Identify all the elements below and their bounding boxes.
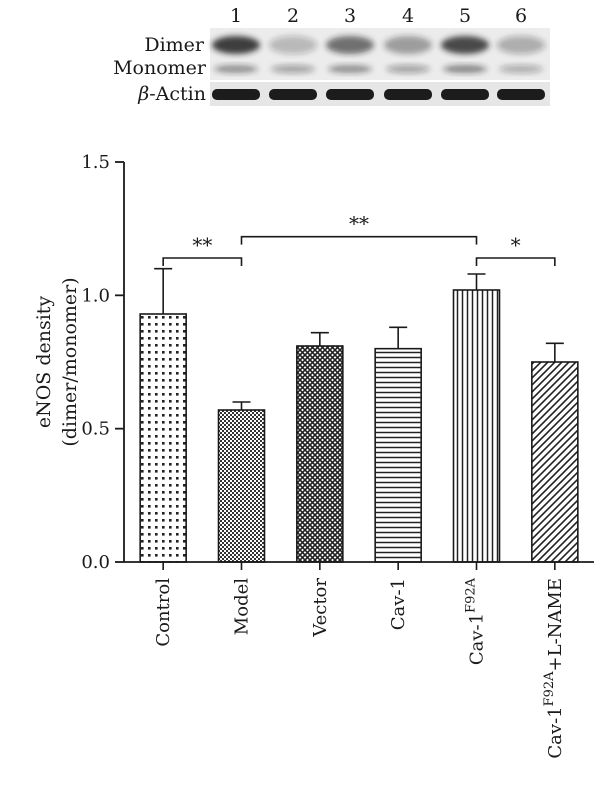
actin-band xyxy=(441,89,489,100)
blot-bands xyxy=(212,36,545,73)
actin-band xyxy=(497,89,545,100)
bars xyxy=(139,289,579,563)
lane-number: 3 xyxy=(344,5,356,27)
x-category-label: Cav-1F92A xyxy=(464,577,488,665)
error-bars xyxy=(154,267,564,410)
lane-number: 1 xyxy=(230,5,242,27)
blot-label-dimer: Dimer xyxy=(144,34,205,56)
error-bar xyxy=(154,267,173,314)
x-category-suffix: +L-NAME xyxy=(545,578,566,671)
bar xyxy=(374,347,422,563)
significance-bracket: * xyxy=(475,233,556,266)
x-category-superscript: F92A xyxy=(542,671,557,707)
bracket-line xyxy=(162,257,243,266)
dimer-band xyxy=(212,36,260,54)
monomer-band xyxy=(443,65,487,73)
y-tick-label: 1.5 xyxy=(81,152,110,173)
monomer-band xyxy=(386,65,430,73)
y-axis-label-line2: (dimer/monomer) xyxy=(59,277,81,446)
significance-label: * xyxy=(511,233,521,257)
x-category-label: Control xyxy=(153,578,174,647)
x-category-text: Cav-1 xyxy=(467,613,488,665)
bar xyxy=(296,345,344,563)
error-bar xyxy=(310,331,329,346)
bar xyxy=(139,313,187,563)
lane-number: 6 xyxy=(515,5,527,27)
dimer-band xyxy=(384,36,432,54)
actin-band xyxy=(326,89,374,100)
x-category-text: Control xyxy=(153,578,174,647)
significance-bracket: ** xyxy=(162,233,243,266)
monomer-band xyxy=(214,65,258,73)
x-category-labels: Control Model Vector Cav-1Cav-1F92ACav-1F92… xyxy=(153,562,566,759)
lane-numbers: 1 2 3 4 5 6 xyxy=(230,5,527,27)
monomer-band xyxy=(499,65,543,73)
bar xyxy=(531,361,579,563)
error-bar xyxy=(389,326,408,349)
western-blot: 1 2 3 4 5 6 Dimer Monomer β-Actin xyxy=(113,5,550,106)
lane-number: 2 xyxy=(287,5,299,27)
lane-number: 4 xyxy=(402,5,414,27)
bar xyxy=(217,409,266,563)
actin-band xyxy=(212,89,260,100)
monomer-band xyxy=(328,65,372,73)
x-category-text: Cav-1 xyxy=(545,706,566,758)
bar xyxy=(452,289,501,563)
significance-label: ** xyxy=(192,233,212,257)
blot-actin-strip xyxy=(210,82,550,106)
actin-bands xyxy=(212,89,545,100)
y-tick-label: 0.0 xyxy=(81,552,110,573)
lane-number: 5 xyxy=(459,5,471,27)
blot-label-monomer: Monomer xyxy=(113,57,207,79)
x-category-text: Model xyxy=(232,578,253,635)
y-axis-label-line1: eNOS density xyxy=(33,296,55,429)
x-category-label: Cav-1F92A+L-NAME xyxy=(542,578,566,759)
dimer-band xyxy=(326,36,374,54)
y-ticks: 0.0 0.5 1.0 1.5 xyxy=(81,152,124,573)
significance-label: ** xyxy=(349,212,369,236)
bar-chart: ***** 0.00.51.01.5 Control Model Vector Cav… xyxy=(33,152,594,759)
actin-band xyxy=(384,89,432,100)
x-category-label: Cav-1 xyxy=(388,578,409,630)
dimer-band xyxy=(441,36,489,54)
significance-brackets: ***** xyxy=(162,212,556,266)
significance-bracket: ** xyxy=(240,212,478,245)
bracket-line xyxy=(240,235,478,245)
error-bar xyxy=(545,342,564,362)
blot-top-strip xyxy=(210,28,550,80)
dimer-band xyxy=(497,36,545,54)
x-category-text: Cav-1 xyxy=(388,578,409,630)
actin-band xyxy=(269,89,317,100)
error-bar xyxy=(232,401,251,410)
x-category-label: Vector xyxy=(310,578,331,638)
y-tick-label: 1.0 xyxy=(81,285,110,306)
blot-label-actin-rest: -Actin xyxy=(149,83,206,105)
error-bar xyxy=(467,273,486,290)
blot-label-actin-greek: β xyxy=(137,83,149,105)
x-category-superscript: F92A xyxy=(464,577,479,613)
dimer-band xyxy=(269,36,317,54)
monomer-band xyxy=(271,65,315,73)
x-category-label: Model xyxy=(232,578,253,635)
bracket-line xyxy=(475,257,556,266)
x-category-text: Vector xyxy=(310,578,331,638)
blot-label-actin: β-Actin xyxy=(137,83,206,105)
y-tick-label: 0.5 xyxy=(81,419,110,440)
